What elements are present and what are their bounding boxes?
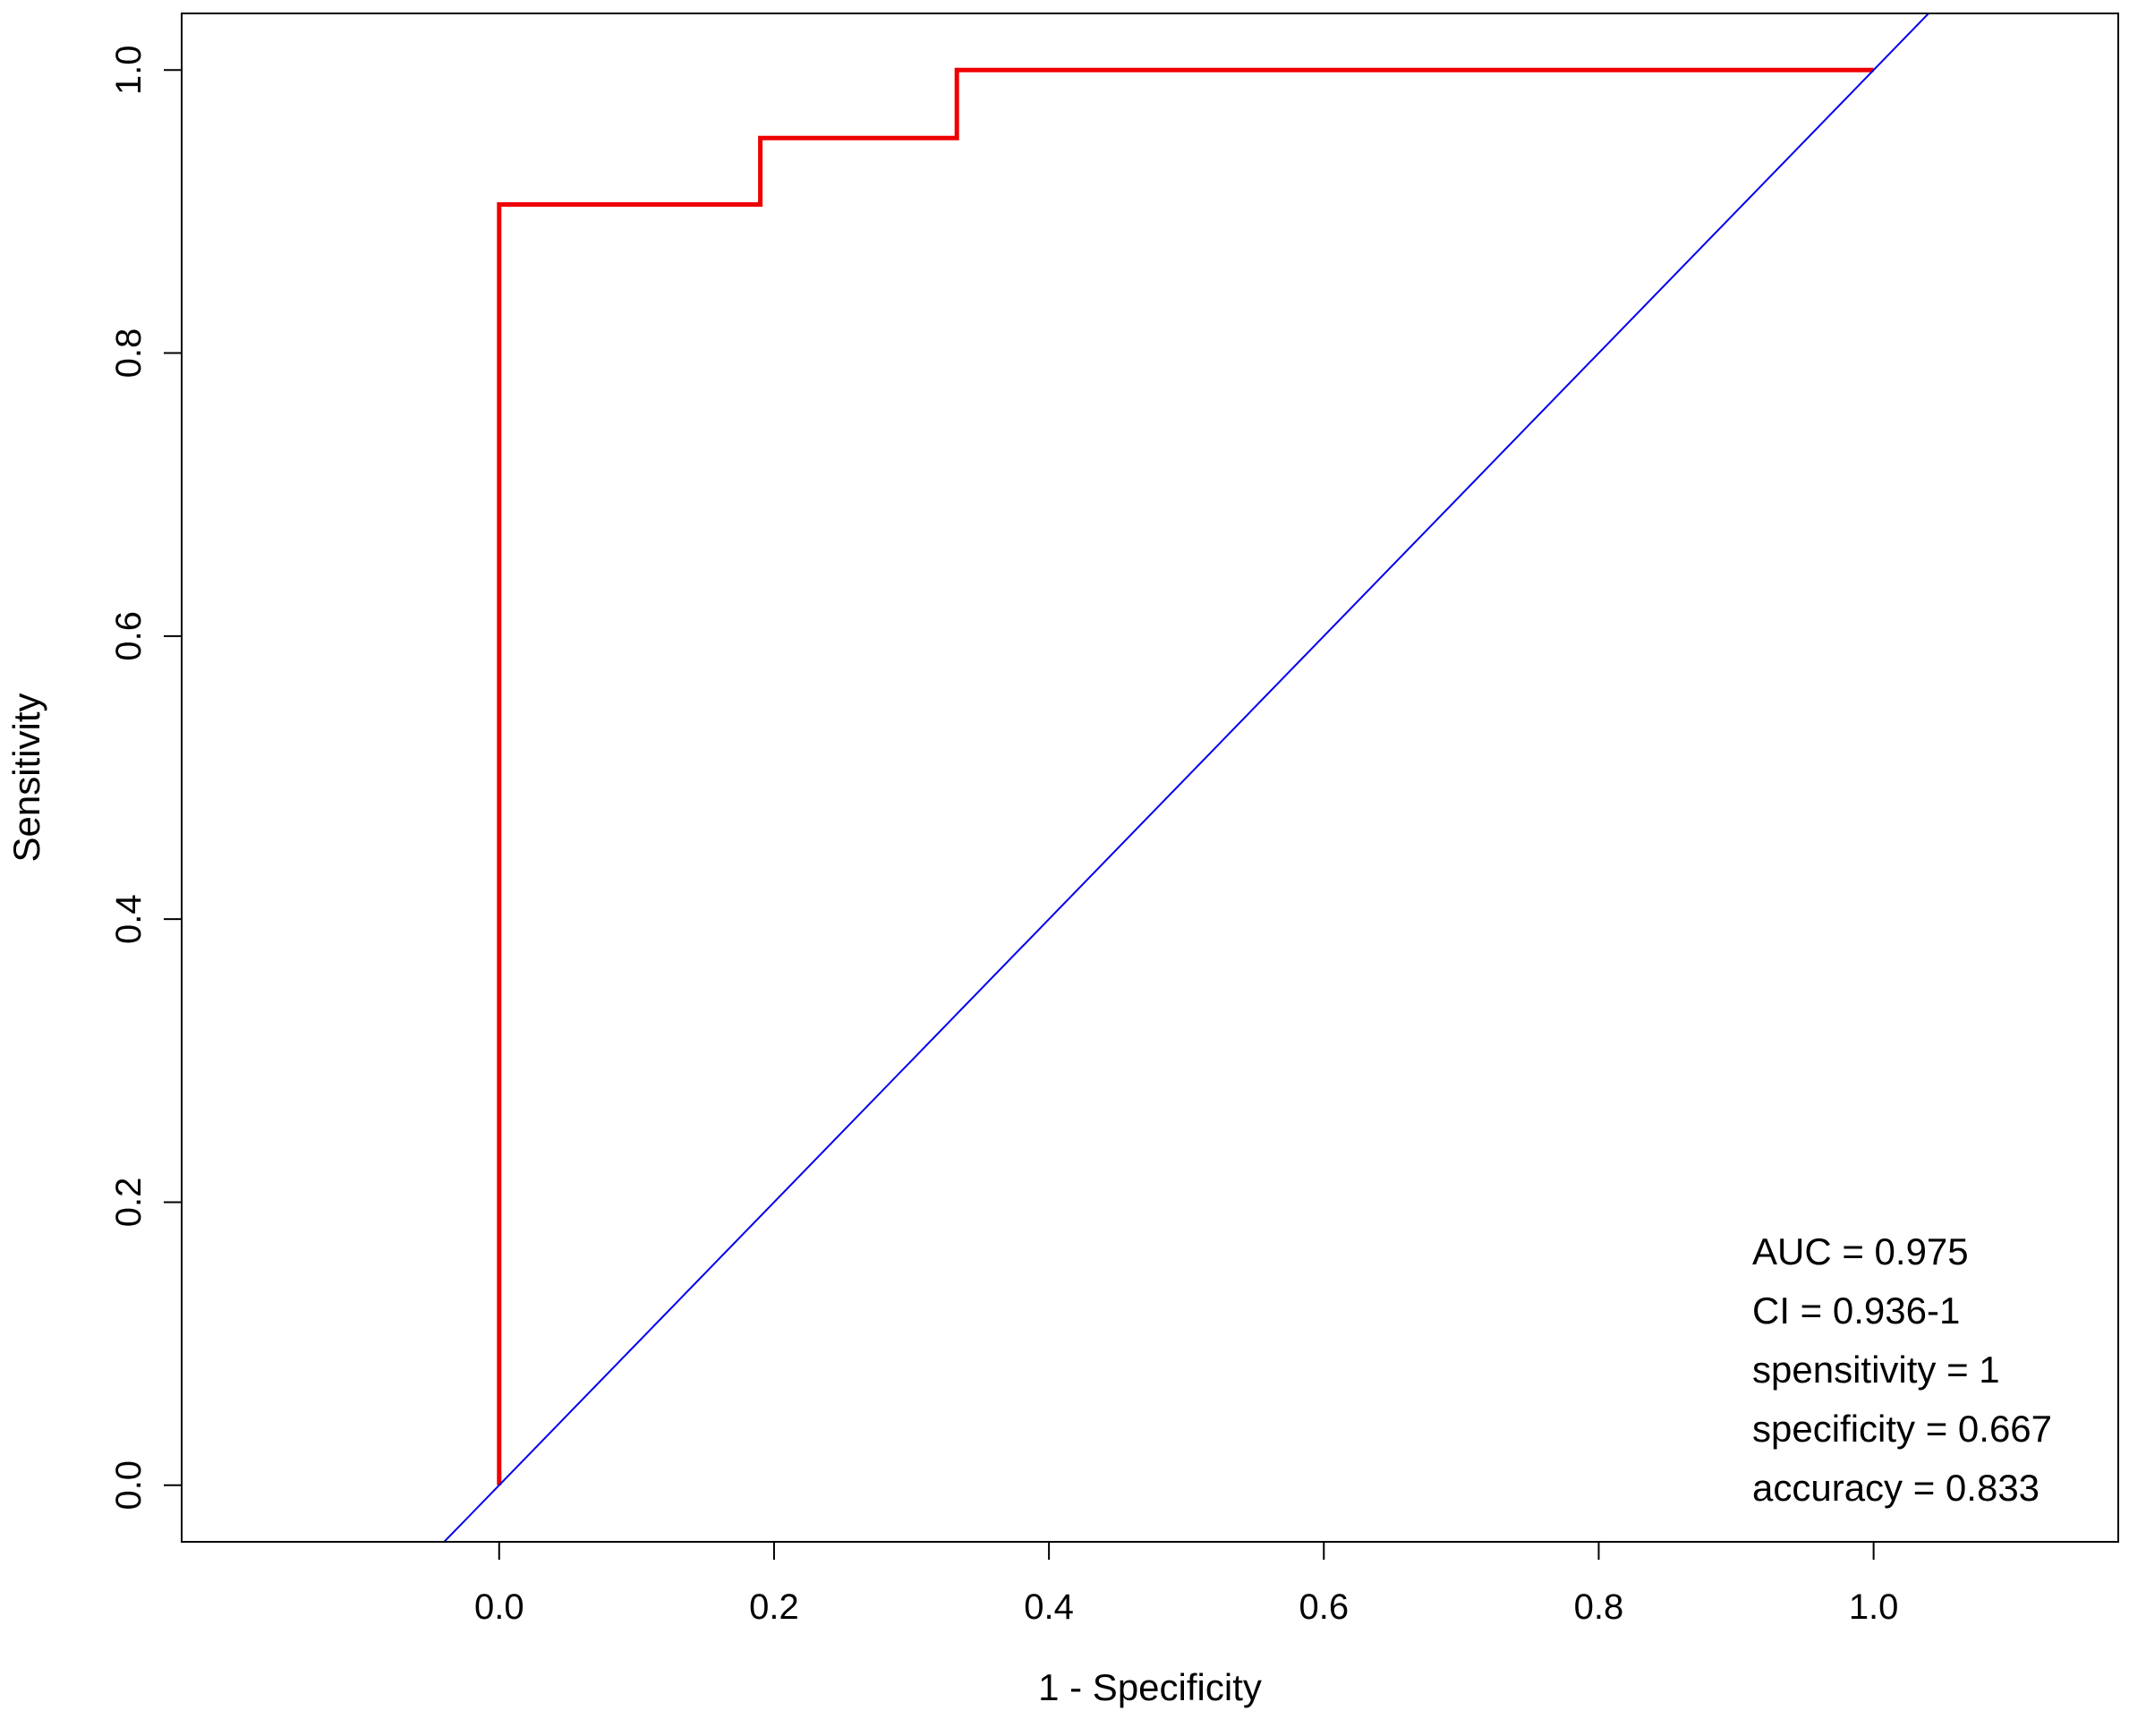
reference-diagonal-line bbox=[442, 13, 1930, 1542]
plot-frame bbox=[181, 13, 2119, 1543]
x-tick-label: 0.6 bbox=[1299, 1587, 1349, 1627]
y-tick-label: 1.0 bbox=[109, 45, 149, 95]
y-tick-label: 0.4 bbox=[109, 894, 149, 944]
stat-annotation: specificity = 0.667 bbox=[1752, 1408, 2052, 1450]
x-tick-label: 0.8 bbox=[1574, 1587, 1624, 1627]
roc-curve-line bbox=[497, 67, 1874, 1485]
stat-annotation: AUC = 0.975 bbox=[1752, 1230, 1969, 1272]
x-tick-label: 0.2 bbox=[749, 1587, 799, 1627]
y-axis-title: Sensitivity bbox=[5, 693, 47, 862]
y-tick-label: 0.2 bbox=[109, 1178, 149, 1228]
x-tick-label: 1.0 bbox=[1849, 1587, 1899, 1627]
frame-layer bbox=[181, 13, 2119, 1543]
y-tick-label: 0.8 bbox=[109, 328, 149, 379]
series-layer bbox=[442, 13, 1930, 1542]
stat-annotation: spensitivity = 1 bbox=[1752, 1349, 2000, 1391]
x-tick-label: 0.0 bbox=[474, 1587, 524, 1627]
annotation-layer: AUC = 0.975 CI = 0.936-1 spensitivity = 1 s… bbox=[1752, 1230, 2052, 1509]
stat-annotation: CI = 0.936-1 bbox=[1752, 1289, 1960, 1332]
x-axis-title: 1 - Specificity bbox=[1038, 1666, 1262, 1708]
stat-annotation: accuracy = 0.833 bbox=[1752, 1467, 2040, 1509]
y-tick-label: 0.0 bbox=[109, 1460, 149, 1510]
x-tick-label: 0.4 bbox=[1024, 1587, 1074, 1627]
y-tick-label: 0.6 bbox=[109, 611, 149, 661]
